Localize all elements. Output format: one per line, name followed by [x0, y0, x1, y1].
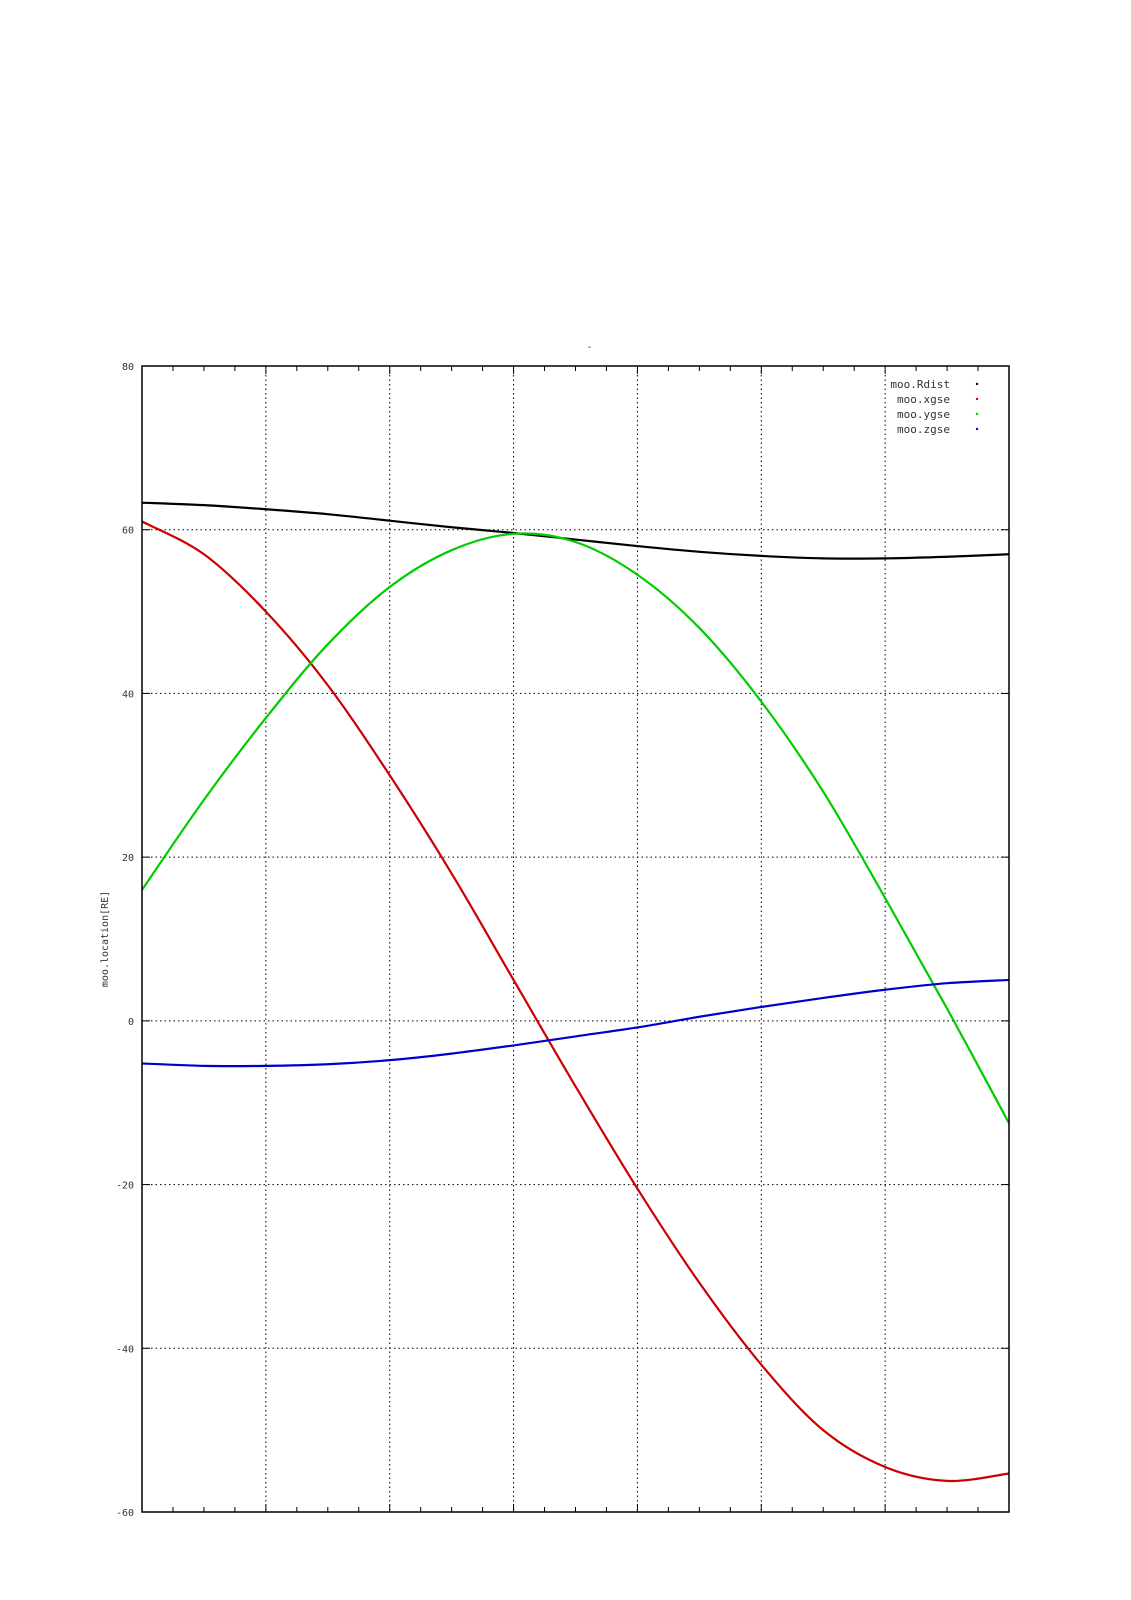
y-tick-label: -20	[116, 1181, 134, 1192]
series-line-moo-ygse	[141, 532, 1010, 1124]
legend-marker-moo-rdist	[975, 382, 979, 386]
y-tick-label: -60	[116, 1508, 134, 1519]
legend: moo.Rdist moo.xgse moo.ygse moo.zgse	[890, 378, 979, 436]
grid	[142, 366, 1009, 1512]
plot-frame	[141, 365, 1010, 1513]
y-axis-title: moo.location[RE]	[100, 891, 111, 987]
series-line-moo-xgse	[141, 520, 1010, 1483]
legend-label-moo-ygse: moo.ygse	[897, 408, 950, 421]
legend-marker-moo-xgse	[975, 397, 979, 401]
series-layer	[141, 501, 1010, 1483]
series-line-moo-zgse	[141, 978, 1010, 1068]
series-line-moo-rdist	[141, 501, 1010, 560]
chart-title: -	[586, 342, 592, 353]
legend-marker-moo-ygse	[975, 412, 979, 416]
ticks: -60 -40 -20 0 20 40 60 80	[116, 362, 1010, 1519]
legend-label-moo-rdist: moo.Rdist	[890, 378, 950, 391]
y-tick-label: -40	[116, 1344, 134, 1355]
y-tick-label: 20	[122, 853, 134, 864]
y-axis-label-group: moo.location[RE]	[100, 891, 111, 987]
legend-label-moo-zgse: moo.zgse	[897, 423, 950, 436]
y-tick-label: 80	[122, 362, 134, 373]
legend-label-moo-xgse: moo.xgse	[897, 393, 950, 406]
y-tick-label: 60	[122, 526, 134, 537]
y-tick-label: 0	[128, 1017, 134, 1028]
y-tick-label: 40	[122, 689, 134, 700]
legend-marker-moo-zgse	[975, 427, 979, 431]
